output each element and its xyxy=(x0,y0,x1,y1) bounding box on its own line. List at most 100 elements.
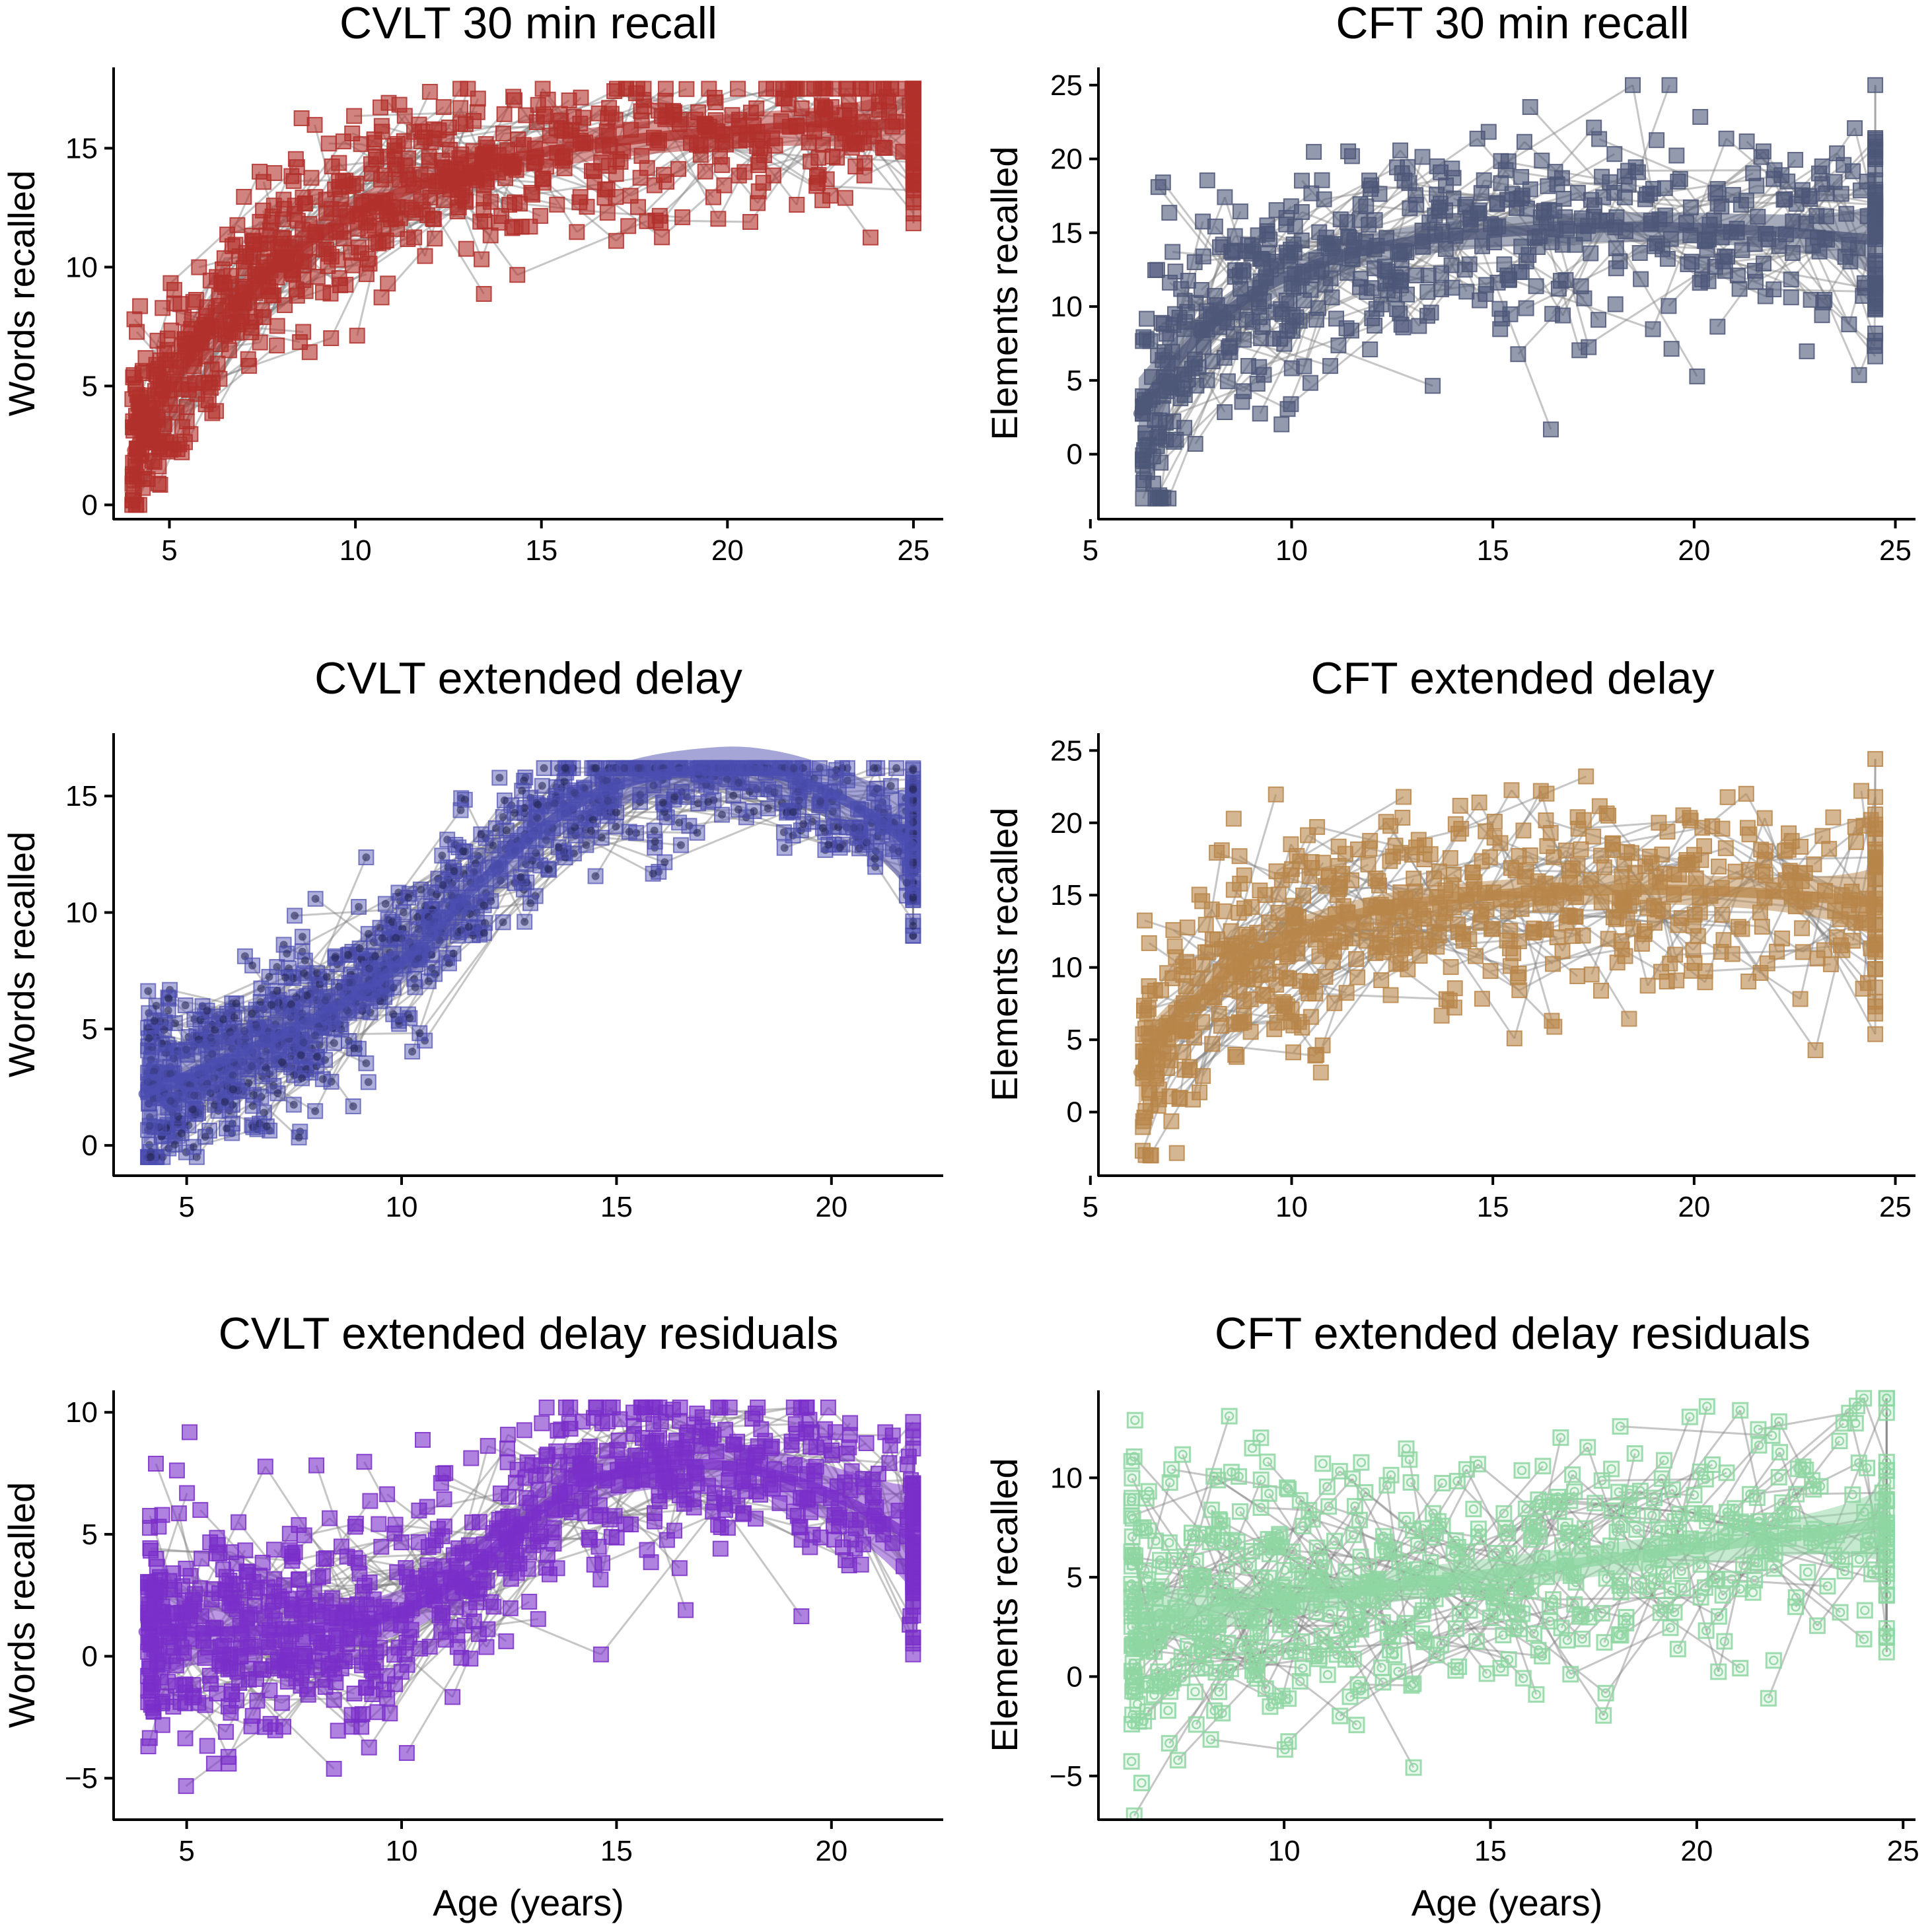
data-point-marker xyxy=(444,863,452,872)
data-point xyxy=(1510,346,1526,363)
data-point xyxy=(203,361,220,378)
data-point xyxy=(1709,318,1726,335)
data-point-marker xyxy=(526,899,534,908)
data-point-marker xyxy=(244,1079,253,1087)
data-point xyxy=(678,81,695,97)
data-point xyxy=(657,81,674,97)
subject-line xyxy=(304,960,340,988)
data-point-marker xyxy=(262,1122,271,1131)
data-point xyxy=(1151,487,1168,503)
data-point-marker xyxy=(392,933,400,942)
data-point xyxy=(156,345,172,362)
data-point xyxy=(1534,153,1550,169)
data-point-marker xyxy=(364,1078,373,1087)
data-point xyxy=(1569,185,1586,201)
data-point xyxy=(627,85,644,102)
data-point xyxy=(137,350,154,367)
data-point xyxy=(1227,228,1243,244)
x-tick-label: 20 xyxy=(1678,534,1710,567)
data-point xyxy=(421,84,438,100)
data-point-marker xyxy=(301,956,309,965)
data-point-marker xyxy=(789,808,797,816)
data-point-marker xyxy=(343,950,352,959)
data-point xyxy=(386,137,403,154)
data-point xyxy=(1352,196,1369,213)
data-point-marker xyxy=(190,1015,199,1024)
data-point xyxy=(1219,373,1236,390)
data-point xyxy=(1851,367,1867,383)
data-point xyxy=(1419,283,1436,300)
data-point xyxy=(292,334,308,350)
data-point xyxy=(1251,359,1268,375)
data-point xyxy=(252,163,268,180)
data-point xyxy=(1631,245,1648,261)
data-point xyxy=(1279,323,1295,339)
data-point xyxy=(810,149,827,166)
data-point xyxy=(380,275,396,292)
data-point-marker xyxy=(378,934,386,943)
data-point xyxy=(632,170,649,186)
data-point xyxy=(1513,168,1530,185)
data-point xyxy=(1826,174,1843,190)
data-point xyxy=(457,116,474,132)
data-point xyxy=(1393,316,1410,333)
data-point-marker xyxy=(427,964,436,972)
data-point xyxy=(449,203,466,220)
data-point-marker xyxy=(219,1015,228,1024)
data-point-marker xyxy=(659,798,667,806)
data-point-marker xyxy=(229,1085,237,1094)
data-point xyxy=(1766,281,1782,298)
data-point-marker xyxy=(799,820,808,828)
data-point-marker xyxy=(170,1140,179,1149)
data-point xyxy=(707,94,724,110)
data-point-marker xyxy=(534,801,542,809)
data-point-marker xyxy=(597,834,606,842)
data-point-marker xyxy=(520,917,529,926)
data-point-marker xyxy=(870,764,878,772)
data-point xyxy=(1396,172,1413,189)
data-point-marker xyxy=(892,764,901,772)
x-tick-label: 5 xyxy=(161,534,177,567)
data-point xyxy=(1188,377,1205,394)
data-point xyxy=(536,108,553,125)
fit-line xyxy=(138,763,919,1100)
data-point xyxy=(654,229,670,246)
x-tick-label: 15 xyxy=(525,534,557,567)
data-point xyxy=(1731,281,1748,297)
data-point-marker xyxy=(313,1052,322,1061)
data-point xyxy=(166,281,182,298)
data-point xyxy=(1867,325,1884,341)
data-point xyxy=(324,158,340,174)
data-point xyxy=(1461,256,1478,273)
data-point-marker xyxy=(248,961,257,970)
data-point xyxy=(1777,191,1793,207)
data-point xyxy=(1186,254,1203,270)
x-tick-label: 25 xyxy=(1879,534,1912,567)
data-point xyxy=(1745,165,1762,182)
subject-line xyxy=(655,219,751,223)
data-point-marker xyxy=(281,973,289,982)
data-point xyxy=(1689,368,1705,384)
data-point xyxy=(1240,236,1256,253)
y-tick-label: 5 xyxy=(1067,365,1083,397)
data-point xyxy=(1522,99,1538,115)
data-point-marker xyxy=(221,1098,229,1106)
plot-area xyxy=(138,746,921,1165)
data-point-marker xyxy=(675,818,684,827)
data-point xyxy=(1253,330,1270,347)
data-point xyxy=(1306,143,1322,160)
data-point-marker xyxy=(311,894,320,903)
data-point xyxy=(353,136,369,153)
data-point xyxy=(620,218,637,234)
data-point xyxy=(1528,278,1544,295)
data-point-marker xyxy=(389,1010,398,1018)
data-point xyxy=(1268,202,1285,219)
subject-line xyxy=(585,811,618,846)
y-tick-label: 15 xyxy=(65,132,98,164)
y-tick-label: 15 xyxy=(1050,217,1083,249)
data-point-marker xyxy=(291,911,299,920)
data-point xyxy=(1766,170,1782,187)
data-point xyxy=(758,81,774,97)
